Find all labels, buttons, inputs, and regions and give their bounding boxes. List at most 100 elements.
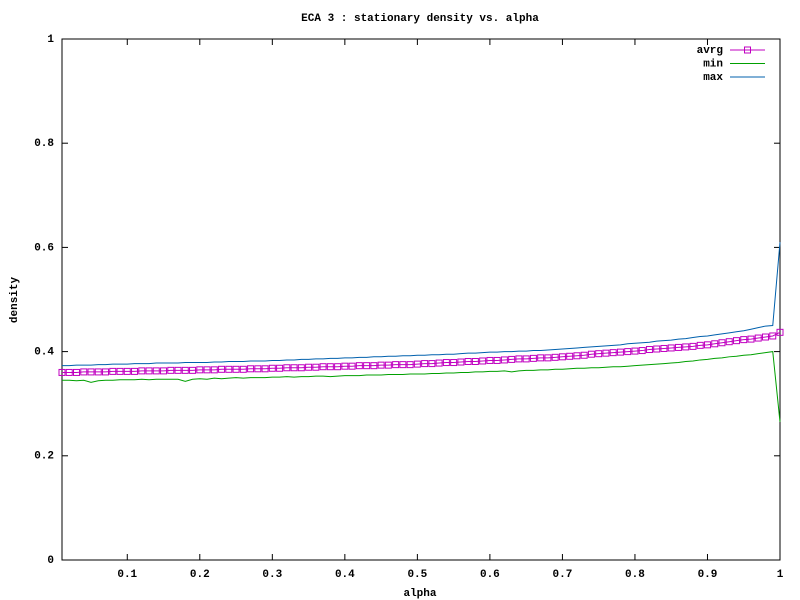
point-marker xyxy=(254,365,262,373)
x-tick-label: 0.9 xyxy=(698,569,718,581)
point-marker xyxy=(290,364,298,372)
point-marker xyxy=(131,367,139,375)
point-marker xyxy=(616,348,624,356)
plot-border xyxy=(61,38,781,561)
point-marker xyxy=(725,338,733,346)
point-marker xyxy=(551,353,559,361)
point-marker xyxy=(747,335,755,343)
point-marker xyxy=(94,368,102,376)
point-marker xyxy=(703,341,711,349)
x-tick-label: 0.5 xyxy=(407,569,427,581)
point-marker xyxy=(479,357,487,365)
point-marker xyxy=(413,360,421,368)
point-marker xyxy=(558,353,566,361)
point-marker xyxy=(312,363,320,371)
point-marker xyxy=(667,344,675,352)
point-marker xyxy=(421,360,429,368)
point-marker xyxy=(319,363,327,371)
point-marker xyxy=(566,352,574,360)
point-marker xyxy=(769,332,777,340)
point-marker xyxy=(370,362,378,370)
x-tick-label: 0.4 xyxy=(335,569,355,581)
point-marker xyxy=(87,368,95,376)
point-marker xyxy=(232,365,240,373)
y-tick-label: 0.4 xyxy=(34,347,54,359)
point-marker xyxy=(689,342,697,350)
legend-marker xyxy=(744,46,751,54)
legend-label: avrg xyxy=(697,45,723,57)
series-line xyxy=(62,331,781,373)
point-marker xyxy=(261,365,269,373)
y-tick-label: 0.8 xyxy=(34,138,54,150)
y-tick-label: 1 xyxy=(47,34,54,46)
point-marker xyxy=(181,366,189,374)
series-line xyxy=(62,242,781,367)
chart-title: ECA 3 : stationary density vs. alpha xyxy=(301,13,539,25)
point-marker xyxy=(645,346,653,354)
point-marker xyxy=(515,355,523,363)
point-marker xyxy=(138,367,146,375)
point-marker xyxy=(384,361,392,369)
point-marker xyxy=(493,356,501,364)
x-tick-label: 0.3 xyxy=(262,569,282,581)
point-marker xyxy=(631,347,639,355)
point-marker xyxy=(761,333,769,341)
point-marker xyxy=(442,359,450,367)
point-marker xyxy=(740,336,748,344)
point-marker xyxy=(754,334,762,342)
point-marker xyxy=(399,361,407,369)
point-marker xyxy=(196,366,204,374)
x-tick-label: 1 xyxy=(777,569,784,581)
point-marker xyxy=(268,364,276,372)
point-marker xyxy=(653,345,661,353)
point-marker xyxy=(457,358,465,366)
point-marker xyxy=(305,363,313,371)
point-marker xyxy=(428,360,436,368)
x-tick-label: 0.8 xyxy=(625,569,645,581)
point-marker xyxy=(58,368,66,376)
point-marker xyxy=(392,361,400,369)
legend-label: min xyxy=(703,58,723,70)
x-tick-label: 0.7 xyxy=(553,569,573,581)
x-tick-label: 0.2 xyxy=(190,569,210,581)
point-marker xyxy=(109,367,117,375)
point-marker xyxy=(363,362,371,370)
point-marker xyxy=(152,367,160,375)
point-marker xyxy=(522,355,530,363)
point-marker xyxy=(682,343,690,351)
point-marker xyxy=(711,340,719,348)
point-marker xyxy=(247,365,255,373)
point-marker xyxy=(580,351,588,359)
point-marker xyxy=(239,365,247,373)
point-marker xyxy=(174,366,182,374)
point-marker xyxy=(587,350,595,358)
point-marker xyxy=(696,341,704,349)
point-marker xyxy=(406,361,414,369)
point-marker xyxy=(544,354,552,362)
x-tick-label: 0.6 xyxy=(480,569,500,581)
series-line xyxy=(62,351,781,422)
point-marker xyxy=(116,367,124,375)
y-tick-label: 0.6 xyxy=(34,242,54,254)
point-marker xyxy=(450,359,458,367)
point-marker xyxy=(167,366,175,374)
point-marker xyxy=(203,366,211,374)
legend-label: max xyxy=(703,72,723,84)
point-marker xyxy=(210,366,218,374)
point-marker xyxy=(276,364,284,372)
point-marker xyxy=(486,356,494,364)
point-marker xyxy=(573,352,581,360)
point-marker xyxy=(529,354,537,362)
point-marker xyxy=(537,354,545,362)
point-marker xyxy=(435,359,443,367)
y-axis-label: density xyxy=(9,277,21,324)
point-marker xyxy=(355,362,363,370)
point-marker xyxy=(500,356,508,364)
point-marker xyxy=(718,339,726,347)
point-marker xyxy=(674,343,682,351)
point-marker xyxy=(660,344,668,352)
point-marker xyxy=(341,362,349,370)
point-marker xyxy=(189,366,197,374)
point-marker xyxy=(471,357,479,365)
